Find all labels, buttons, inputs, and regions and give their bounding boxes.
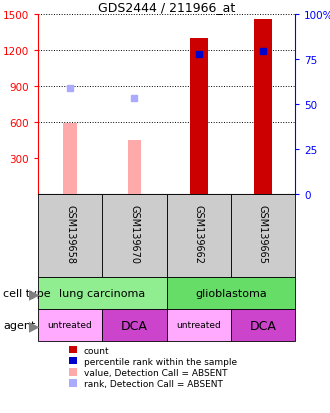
FancyBboxPatch shape [102, 195, 167, 277]
Legend: count, percentile rank within the sample, value, Detection Call = ABSENT, rank, : count, percentile rank within the sample… [69, 346, 237, 388]
Text: ▶: ▶ [29, 318, 40, 332]
FancyBboxPatch shape [102, 309, 167, 341]
FancyBboxPatch shape [167, 309, 231, 341]
Text: untreated: untreated [48, 321, 92, 330]
Text: cell type: cell type [3, 288, 51, 298]
Title: GDS2444 / 211966_at: GDS2444 / 211966_at [98, 1, 235, 14]
Bar [254, 20, 272, 195]
Text: untreated: untreated [176, 321, 221, 330]
Text: DCA: DCA [121, 319, 148, 332]
Text: GSM139662: GSM139662 [194, 204, 204, 263]
Text: agent: agent [3, 320, 36, 330]
FancyBboxPatch shape [38, 309, 102, 341]
Bar [63, 124, 77, 195]
Text: lung carcinoma: lung carcinoma [59, 288, 146, 298]
FancyBboxPatch shape [38, 195, 102, 277]
Text: glioblastoma: glioblastoma [195, 288, 267, 298]
Bar [190, 39, 208, 195]
Bar [128, 141, 141, 195]
Text: DCA: DCA [249, 319, 276, 332]
FancyBboxPatch shape [167, 277, 295, 309]
FancyBboxPatch shape [231, 309, 295, 341]
Text: GSM139670: GSM139670 [129, 204, 139, 263]
FancyBboxPatch shape [231, 195, 295, 277]
FancyBboxPatch shape [167, 195, 231, 277]
Text: ▶: ▶ [29, 286, 40, 300]
Text: GSM139658: GSM139658 [65, 204, 75, 263]
FancyBboxPatch shape [38, 277, 167, 309]
Text: GSM139665: GSM139665 [258, 204, 268, 263]
